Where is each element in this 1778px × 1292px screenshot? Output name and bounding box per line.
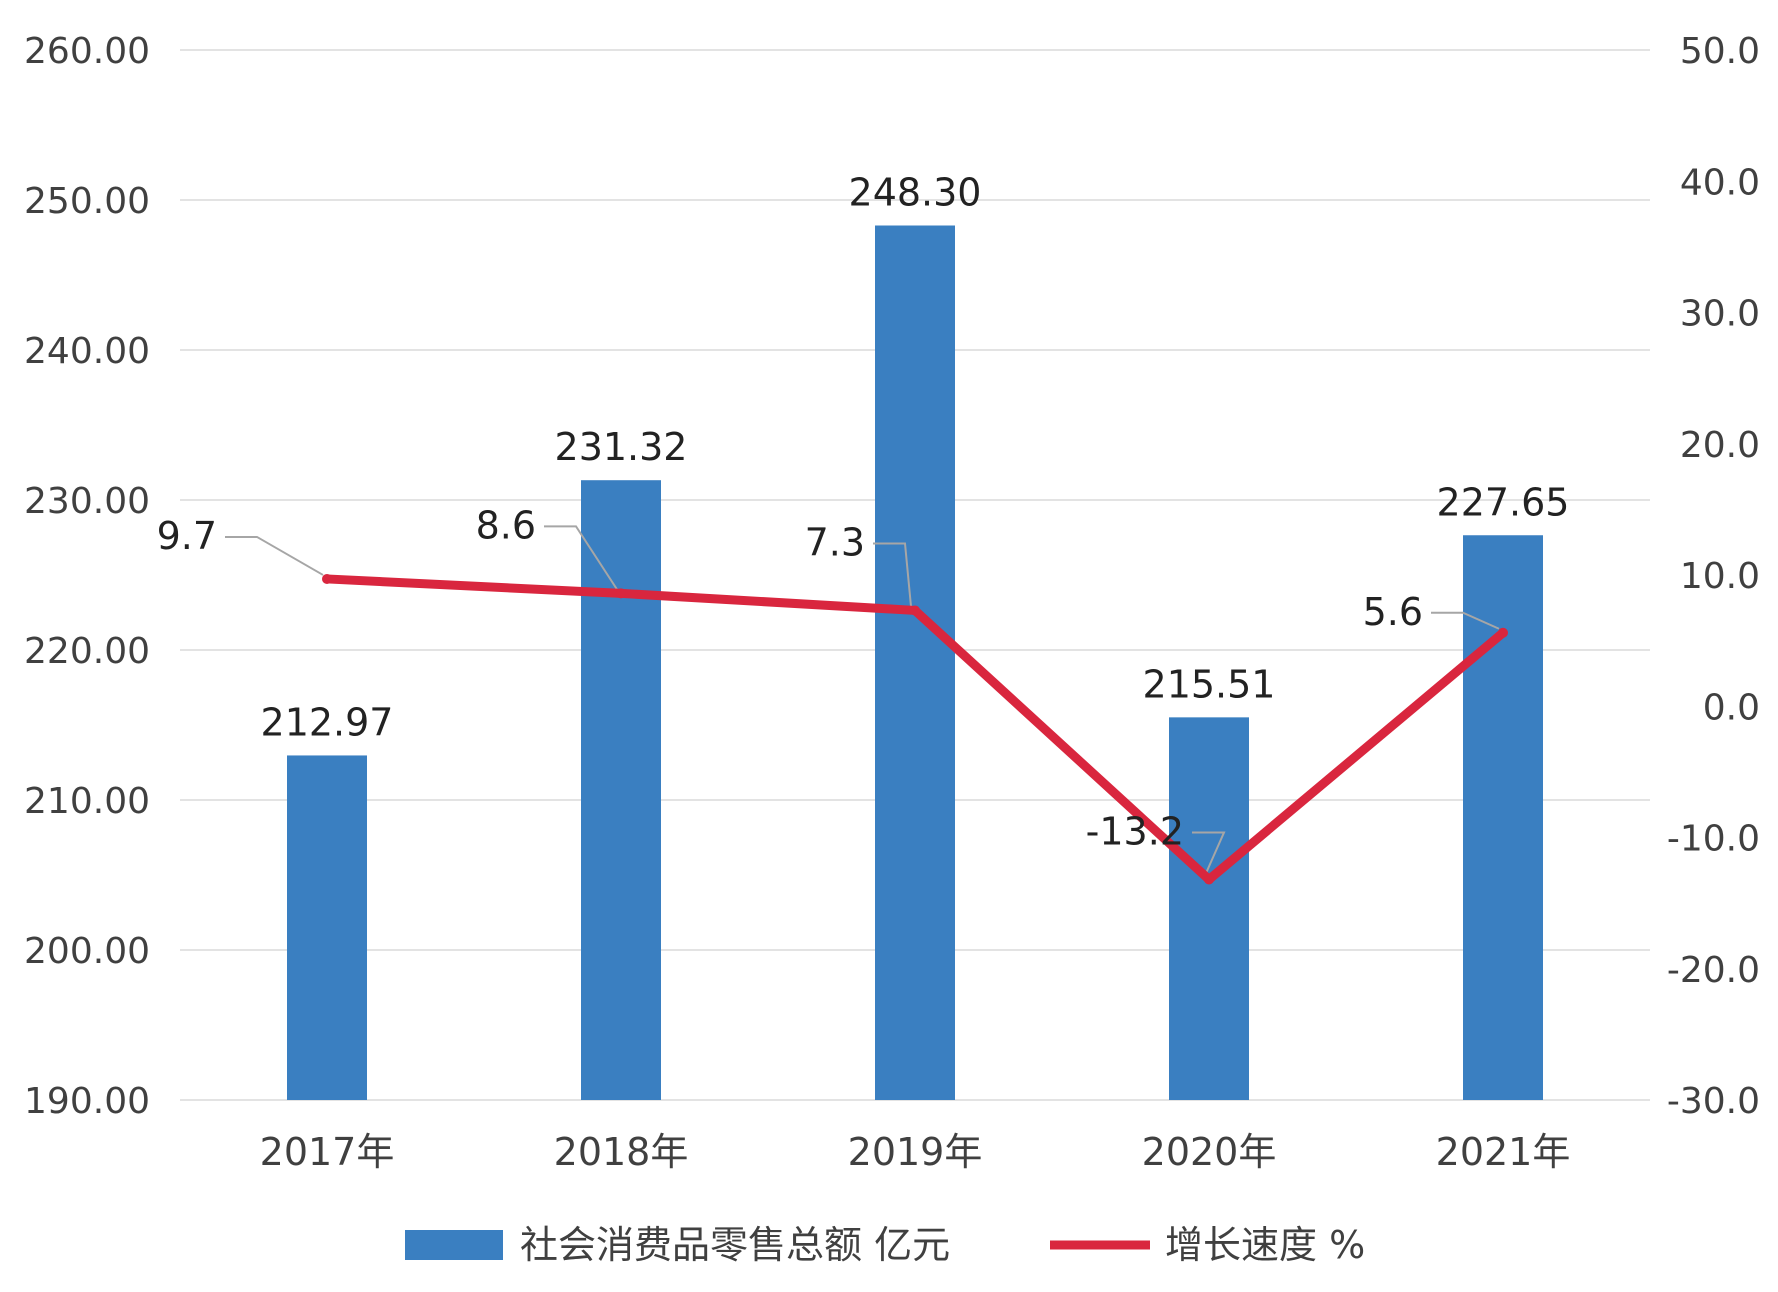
right-tick-label: -20.0: [1667, 950, 1760, 991]
bar-series: [287, 225, 1543, 1100]
bar-data-label: 215.51: [1143, 662, 1276, 706]
bar: [875, 225, 955, 1100]
data-labels: 212.97 231.32 248.30 215.51 227.65 9.7 8.6 7.3 -…: [157, 171, 1570, 854]
x-tick-label: 2020年: [1142, 1130, 1277, 1174]
line-data-label: -13.2: [1086, 810, 1184, 854]
line-point: [910, 605, 920, 616]
left-tick-label: 190.00: [24, 1081, 150, 1122]
bar-data-label: 248.30: [849, 171, 982, 215]
line-series: [322, 573, 1508, 885]
left-tick-label: 260.00: [24, 31, 150, 72]
left-tick-label: 240.00: [24, 331, 150, 372]
leader-line: [1431, 611, 1500, 630]
line-data-label: 8.6: [476, 503, 536, 547]
x-tick-label: 2021年: [1436, 1130, 1571, 1174]
line-data-label: 5.6: [1363, 590, 1423, 634]
legend-bar-swatch: [405, 1230, 503, 1260]
bar-data-label: 212.97: [261, 700, 394, 744]
bar-data-label: 231.32: [555, 425, 688, 469]
right-tick-label: 50.0: [1680, 31, 1760, 72]
right-tick-label: -10.0: [1667, 819, 1760, 860]
left-y-axis: 190.00 200.00 210.00 220.00 230.00 240.00 250.…: [24, 31, 150, 1122]
x-tick-label: 2017年: [260, 1130, 395, 1174]
right-tick-label: 20.0: [1680, 425, 1760, 466]
leader-line: [225, 535, 324, 576]
bar: [581, 480, 661, 1100]
x-tick-label: 2018年: [554, 1130, 689, 1174]
left-tick-label: 200.00: [24, 931, 150, 972]
left-tick-label: 230.00: [24, 481, 150, 522]
leader-lines: [225, 525, 1500, 876]
bar-data-label: 227.65: [1437, 480, 1570, 524]
line-data-label: 7.3: [805, 520, 865, 564]
leader-line: [1192, 831, 1226, 876]
line-point: [322, 573, 332, 584]
line-point: [1204, 874, 1214, 885]
x-axis: 2017年 2018年 2019年 2020年 2021年: [260, 1130, 1571, 1174]
bar: [287, 755, 367, 1100]
bar: [1169, 717, 1249, 1100]
leader-line: [873, 542, 912, 607]
line-point: [616, 588, 626, 599]
line-point: [1498, 627, 1508, 638]
bar: [1463, 535, 1543, 1100]
left-tick-label: 210.00: [24, 781, 150, 822]
right-tick-label: 0.0: [1703, 687, 1760, 728]
right-tick-label: -30.0: [1667, 1081, 1760, 1122]
legend-bar-label: 社会消费品零售总额 亿元: [520, 1223, 950, 1267]
legend: 社会消费品零售总额 亿元 增长速度 %: [405, 1223, 1365, 1267]
right-y-axis: -30.0 -20.0 -10.0 0.0 10.0 20.0 30.0 40.0 50.0: [1667, 31, 1760, 1122]
legend-line-label: 增长速度 %: [1165, 1223, 1365, 1267]
right-tick-label: 40.0: [1680, 162, 1760, 203]
leader-line: [544, 525, 618, 590]
left-tick-label: 220.00: [24, 631, 150, 672]
right-tick-label: 10.0: [1680, 556, 1760, 597]
left-tick-label: 250.00: [24, 181, 150, 222]
line-data-label: 9.7: [157, 514, 217, 558]
x-tick-label: 2019年: [848, 1130, 983, 1174]
right-tick-label: 30.0: [1680, 294, 1760, 335]
